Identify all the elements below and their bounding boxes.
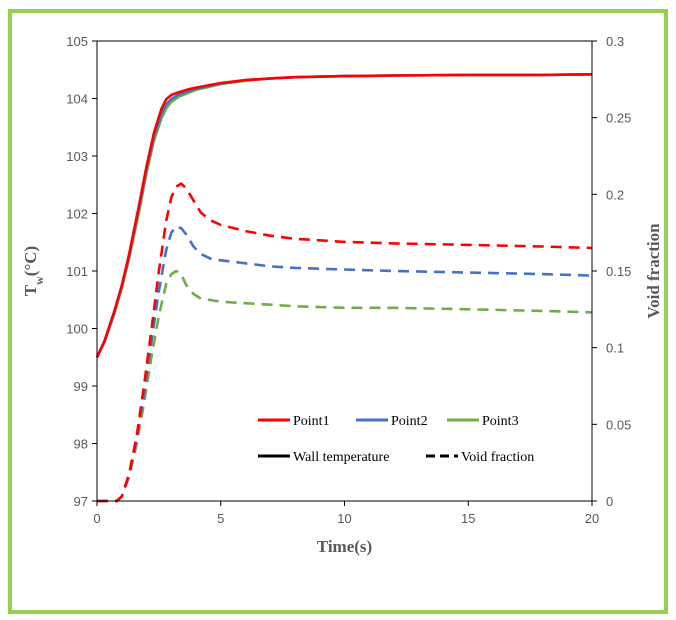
x-tick-label: 20 <box>585 511 599 526</box>
y-left-tick-label: 97 <box>74 494 88 509</box>
y-axis-left-title-sub: w <box>32 276 46 285</box>
legend-label-wall-temperature: Wall temperature <box>293 450 389 465</box>
y-left-tick-label: 101 <box>66 264 88 279</box>
y-right-tick-label: 0 <box>606 494 613 509</box>
series-line-point1-void-fraction <box>97 182 593 503</box>
series-line-point3-void-fraction <box>97 269 593 503</box>
y-right-tick-label: 0.15 <box>606 264 631 279</box>
y-left-tick-label: 102 <box>66 207 88 222</box>
y-right-tick-label: 0.1 <box>606 341 624 356</box>
plot-area <box>96 40 593 502</box>
legend-label-point2: Point2 <box>391 414 428 429</box>
y-left-tick-label: 103 <box>66 149 88 164</box>
legend: Point1 Point2 Point3 Wall temperature Void f… <box>258 414 534 465</box>
y-axis-left-title-unit: (°C) <box>21 246 40 276</box>
y-right-tick-label: 0.05 <box>606 417 631 432</box>
x-tick-label: 0 <box>93 511 100 526</box>
legend-label-void-fraction: Void fraction <box>461 450 534 465</box>
x-tick-label: 5 <box>217 511 224 526</box>
y-right-tick-label: 0.3 <box>606 34 624 49</box>
y-axis-left-title-main: T <box>21 284 40 296</box>
legend-label-point3: Point3 <box>482 414 519 429</box>
x-axis-title: Time(s) <box>317 537 372 556</box>
y-left-tick-label: 104 <box>66 92 88 107</box>
series-line-point2-wall-temperature <box>95 73 593 358</box>
y-left-tick-label: 100 <box>66 322 88 337</box>
y-left-tick-label: 99 <box>74 379 88 394</box>
y-axis-left-title: Tw(°C) <box>21 246 46 296</box>
y-right-tick-label: 0.2 <box>606 187 624 202</box>
series-line-point2-void-fraction <box>97 225 593 503</box>
series-line-point3-wall-temperature <box>95 73 593 358</box>
series-line-point1-wall-temperature <box>95 73 593 358</box>
y-axis-right-title: Void fraction <box>644 223 663 319</box>
y-left-tick-label: 105 <box>66 34 88 49</box>
x-tick-label: 10 <box>337 511 351 526</box>
series-layer <box>95 73 593 503</box>
tick-layer: 0 5 10 15 20 97 98 99 100 101 102 103 104 105 0 0.05 0.1… <box>66 34 631 526</box>
y-right-tick-label: 0.25 <box>606 111 631 126</box>
x-tick-label: 15 <box>461 511 475 526</box>
legend-label-point1: Point1 <box>293 414 330 429</box>
y-left-tick-label: 98 <box>74 437 88 452</box>
